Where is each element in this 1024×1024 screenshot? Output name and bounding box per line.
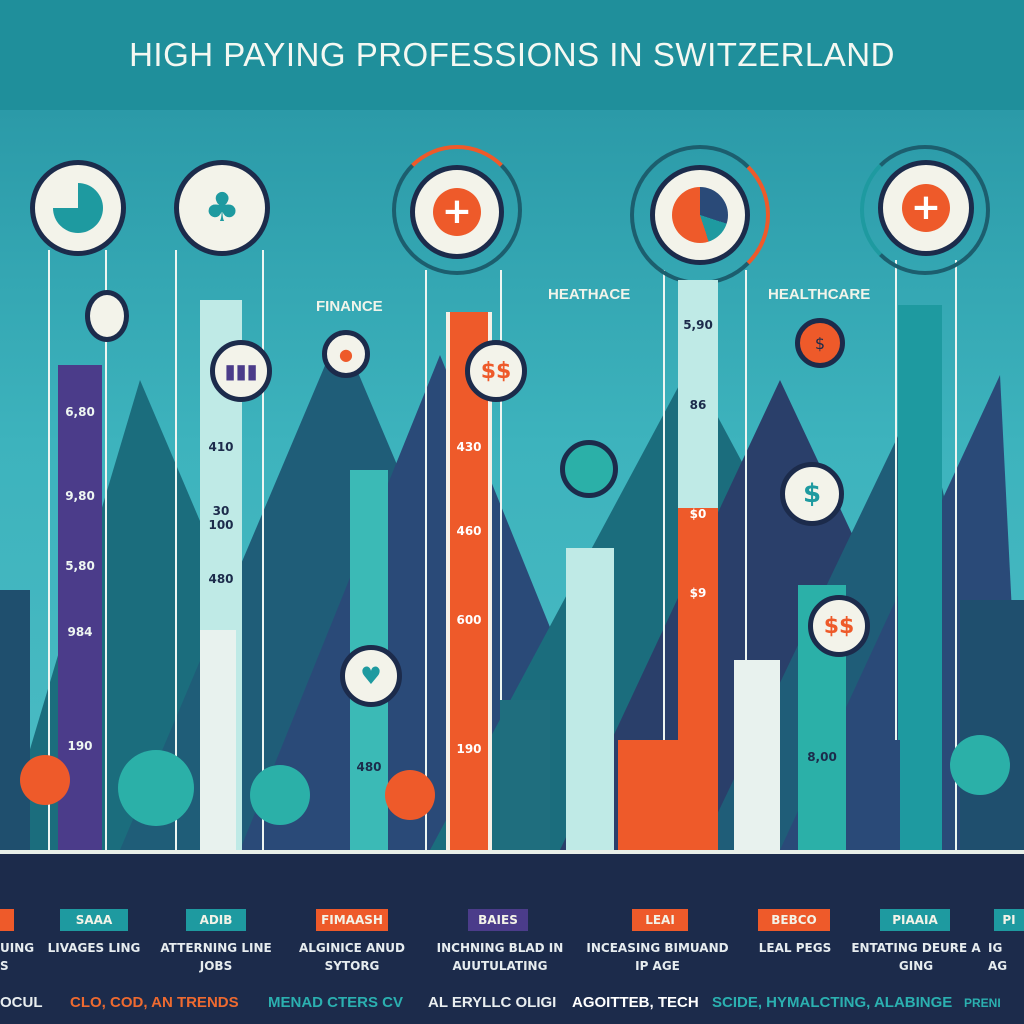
bar-value: 984 [67,625,93,639]
job-description: IG AG [988,941,1008,973]
progress-ring [392,145,522,275]
location-icon: ● [322,330,370,378]
trend-text: CLO, COD, AN TRENDS [70,994,239,1011]
bar-value: 410 [208,440,234,454]
guide-line [745,270,747,850]
guide-line [500,270,502,850]
person-icon [560,440,618,498]
job-description: ATTERNING LINE JOBS [160,941,272,973]
guide-line [955,260,957,850]
trend-text: PRENI [964,996,1001,1010]
tree [118,750,194,826]
clover-icon: ♣ [174,160,270,256]
job-description: ALGINICE ANUD SYTORG [299,941,405,973]
building [734,660,780,850]
bar-value: 9,80 [65,489,95,503]
job-tag: PI [994,909,1024,931]
category-label: HEATHACE [548,286,631,303]
salary-bar [898,305,942,850]
building [960,600,1024,850]
pie-chart-icon [650,165,750,265]
guide-line [48,250,50,850]
bar-value: $0 [689,507,707,521]
building [0,590,30,850]
tree [385,770,435,820]
job-description: INCHNING BLAD IN AUUTULATING [436,941,564,973]
bar-value: $9 [689,586,707,600]
job-description: LIVAGES LING [47,941,141,955]
guide-line [663,270,665,850]
tree [950,735,1010,795]
guide-line [105,250,107,850]
job-description: INCEASING BIMUAND IP AGE [586,941,729,973]
medical-icon: $ [795,318,845,368]
building [500,700,550,850]
bar-value: 190 [456,742,482,756]
dollar-icon: $$ [808,595,870,657]
guide-line [175,250,177,850]
salary-bar [446,312,492,850]
bar-values: 6,80 9,80 5,80 984 190 [58,405,102,753]
salary-bar [678,280,718,850]
trend-text: AL ERYLLC OLIGI [428,994,557,1011]
bar-value: 460 [456,524,482,538]
bar-value: 5,80 [65,559,95,573]
guide-line [425,270,427,850]
category-label: HEALTHCARE [768,286,871,303]
progress-ring [860,145,990,275]
bar-values: 430 460 600 190 [446,440,492,756]
pie-chart-icon [30,160,126,256]
bar-value: 6,80 [65,405,95,419]
trend-text: SCIDE, HYMALCTING, ALABINGE [712,994,953,1011]
page-title: HIGH PAYING PROFESSIONS IN SWITZERLAND [129,36,895,73]
dollar-icon: $$ [465,340,527,402]
job-tag: BEBCO [758,909,830,931]
job-description: UING S [0,941,35,973]
info-badge [85,290,129,342]
bar-value: 600 [456,613,482,627]
bar-value: 8,00 [807,750,837,764]
job-description: LEAL PEGS [758,941,832,955]
medical-cross-icon: + [410,165,504,259]
dollar-label: $$ [480,358,512,384]
title-banner: HIGH PAYING PROFESSIONS IN SWITZERLAND [0,0,1024,110]
job-tag: ADIB [186,909,246,931]
bar-value: 86 [689,398,707,412]
trend-text: AGOITTEB, TECH [572,994,699,1011]
trend-text: MENAD CTERS CV [268,994,404,1011]
job-tag: LEAI [632,909,688,931]
job-tag [0,909,14,931]
building [618,740,678,850]
tree [250,765,310,825]
bar-value: 5,90 [683,318,713,332]
bar-value: 480 [356,760,382,774]
bar-values: 5,90 86 $0 $9 [678,318,718,600]
heart-icon: ♥ [340,645,402,707]
medical-cross-icon: + [878,160,974,256]
building [200,630,236,850]
bar-value: 430 [456,440,482,454]
bar-values: 410 30 100 480 [200,440,242,586]
tree [20,755,70,805]
bar-value: 480 [208,572,234,586]
job-tag: BAIES [468,909,528,931]
job-tag: PIAAIA [880,909,950,931]
job-tag: FIMAASH [316,909,388,931]
guide-line [262,250,264,850]
bottom-panel: SAAA ADIB FIMAASH BAIES LEAI BEBCO PIAAI… [0,850,1024,1024]
dollar-icon: $ [780,462,844,526]
guide-line [895,260,897,850]
salary-bar [566,548,614,850]
job-tag: SAAA [60,909,128,931]
bar-chart-icon: ▮▮▮ [210,340,272,402]
category-label: FINANCE [316,298,383,315]
bar-value: 30 100 [208,504,234,532]
building [850,740,900,850]
job-description: ENTATING DEURE A GING [851,941,981,973]
trend-text: OCUL [0,994,43,1011]
dollar-label: $$ [823,613,855,639]
bar-value: 190 [67,739,93,753]
